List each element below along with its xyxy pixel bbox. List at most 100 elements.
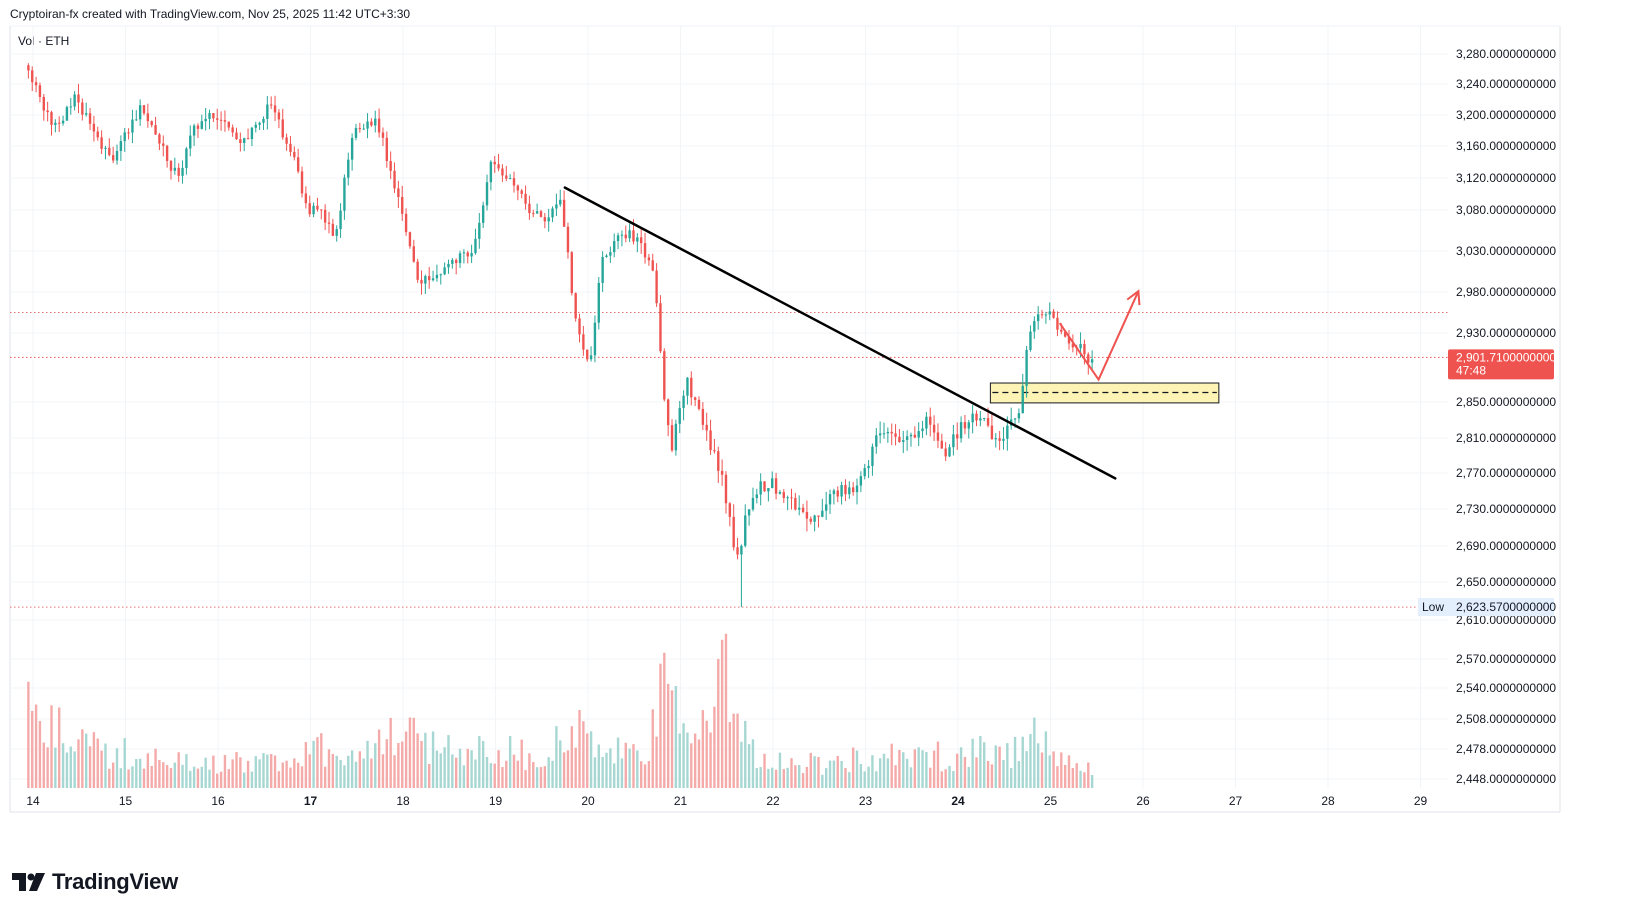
- candle-body: [420, 279, 423, 284]
- zone-layer: [989, 382, 1220, 404]
- candle-body: [385, 137, 389, 162]
- volume-bar: [374, 743, 377, 788]
- volume-bar: [882, 753, 886, 788]
- candle-body: [177, 167, 180, 176]
- candle-body: [485, 182, 489, 206]
- volume-bar: [751, 739, 755, 788]
- candle-body: [439, 274, 442, 276]
- grid-layer: [9, 25, 1561, 813]
- volume-bar: [27, 681, 30, 788]
- candle-body: [1021, 385, 1024, 414]
- time-tick-label: 25: [1044, 794, 1058, 808]
- volume-bar: [832, 760, 836, 788]
- candle-body: [46, 110, 49, 113]
- volume-bar: [851, 747, 855, 788]
- volume-bar: [693, 733, 697, 788]
- candle-body: [559, 199, 562, 205]
- volume-bar: [728, 722, 732, 788]
- time-tick-label: 14: [26, 794, 40, 808]
- candle-body: [458, 253, 462, 264]
- price-tick-label: 3,080.0000000000: [1456, 203, 1556, 217]
- volume-bar: [173, 762, 177, 788]
- candle-body: [690, 377, 693, 398]
- candle-body: [158, 134, 161, 144]
- volume-bar: [1029, 734, 1032, 788]
- volume-bar: [532, 762, 535, 788]
- candle-body: [69, 106, 72, 108]
- volume-bar: [824, 768, 828, 788]
- volume-bar: [61, 743, 65, 788]
- current-price-label: 2,901.7100000000: [1456, 350, 1556, 364]
- price-tick-label: 3,120.0000000000: [1456, 171, 1556, 185]
- candle-body: [150, 121, 153, 126]
- volume-bar: [1052, 751, 1055, 788]
- volume-bar: [320, 733, 323, 788]
- volume-bar: [663, 652, 666, 788]
- candle-body: [817, 515, 820, 517]
- volume-bar: [204, 757, 207, 788]
- candle-body: [967, 422, 970, 429]
- candle-body: [836, 490, 839, 497]
- price-tick-label: 2,930.0000000000: [1456, 326, 1556, 340]
- candle-body: [582, 334, 585, 350]
- volume-bar: [31, 710, 34, 788]
- candle-body: [466, 252, 469, 257]
- volume-bar: [393, 755, 396, 788]
- candle-body: [516, 185, 520, 191]
- volume-bar: [508, 736, 512, 788]
- candle-body: [894, 433, 897, 437]
- time-tick-label: 21: [674, 794, 688, 808]
- candle-body: [601, 256, 604, 283]
- candle-body: [216, 118, 219, 120]
- price-tick-label: 2,650.0000000000: [1456, 575, 1556, 589]
- candle-body: [192, 125, 196, 136]
- volume-bar: [385, 739, 389, 788]
- volume-bar: [574, 747, 577, 788]
- candle-body: [520, 190, 523, 194]
- volume-bar: [169, 767, 173, 788]
- volume-layer: [27, 633, 1094, 788]
- volume-bar: [246, 760, 250, 788]
- volume-bar: [686, 732, 689, 788]
- candle-body: [196, 125, 200, 129]
- candle-body: [254, 124, 257, 128]
- volume-bar: [578, 709, 581, 788]
- volume-bar: [115, 748, 119, 788]
- volume-bar: [185, 754, 188, 788]
- volume-bar: [104, 743, 107, 788]
- candle-body: [1090, 359, 1094, 363]
- time-tick-label: 20: [581, 794, 595, 808]
- candle-body: [269, 104, 273, 106]
- volume-bar: [1006, 743, 1009, 788]
- time-tick-label: 22: [766, 794, 780, 808]
- time-tick-label: 27: [1229, 794, 1243, 808]
- candle-body: [262, 118, 265, 123]
- volume-bar: [589, 731, 593, 788]
- candle-body: [905, 436, 909, 441]
- candle-body: [717, 451, 720, 471]
- candle-body: [948, 447, 951, 457]
- volume-bar: [296, 762, 300, 788]
- volume-bar: [771, 767, 774, 788]
- candle-body: [58, 122, 61, 124]
- volume-bar: [131, 766, 134, 788]
- candle-body: [539, 211, 543, 218]
- candle-body: [285, 137, 288, 144]
- volume-bar: [439, 753, 442, 788]
- tradingview-brand[interactable]: TradingView: [12, 869, 178, 895]
- candle-body: [636, 237, 639, 242]
- volume-bar: [350, 750, 354, 788]
- volume-bar: [389, 717, 392, 788]
- candle-body: [782, 492, 785, 499]
- volume-bar: [636, 750, 639, 788]
- candle-body: [674, 423, 678, 451]
- candle-body: [231, 127, 234, 133]
- candle-body: [1036, 314, 1040, 322]
- candle-body: [720, 470, 724, 475]
- candle-body: [443, 267, 446, 275]
- volume-bar: [786, 767, 789, 788]
- volume-bar: [146, 753, 150, 788]
- candle-body: [763, 481, 766, 492]
- volume-bar: [412, 717, 415, 788]
